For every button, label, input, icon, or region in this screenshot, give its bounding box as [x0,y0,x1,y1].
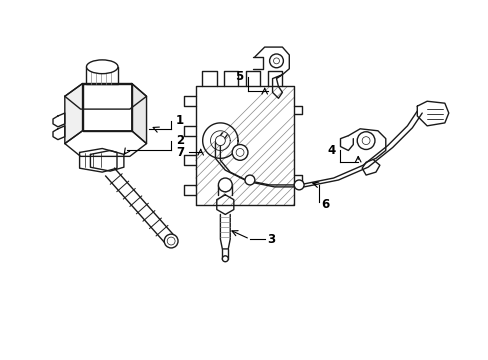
Circle shape [222,256,228,262]
Polygon shape [220,215,230,249]
Circle shape [218,178,232,192]
Polygon shape [53,126,65,140]
Polygon shape [245,71,260,86]
Polygon shape [416,101,448,126]
Polygon shape [340,136,352,150]
Circle shape [236,148,244,156]
Text: 2: 2 [176,134,184,147]
Polygon shape [267,71,282,86]
Circle shape [167,237,175,245]
Circle shape [232,145,247,160]
Polygon shape [202,71,216,86]
Circle shape [215,136,225,145]
Polygon shape [347,129,385,175]
Circle shape [294,180,304,190]
Polygon shape [80,148,117,172]
Polygon shape [65,84,146,109]
Text: 3: 3 [267,233,275,246]
Circle shape [244,175,254,185]
Polygon shape [216,195,233,215]
Polygon shape [195,86,294,204]
Circle shape [164,234,178,248]
Text: 1: 1 [176,114,184,127]
Text: 5: 5 [234,70,243,83]
Polygon shape [90,150,123,171]
Polygon shape [254,47,289,98]
Polygon shape [105,168,175,245]
Text: 6: 6 [320,198,328,211]
Polygon shape [218,185,232,195]
Polygon shape [65,84,82,144]
Polygon shape [82,84,131,131]
Circle shape [273,58,279,64]
Polygon shape [252,57,262,69]
Polygon shape [86,67,118,84]
Polygon shape [131,84,146,144]
Polygon shape [65,131,146,156]
Polygon shape [224,71,238,86]
Circle shape [357,132,374,149]
Polygon shape [53,113,65,127]
Text: 4: 4 [326,144,335,157]
Text: 7: 7 [176,146,183,159]
Circle shape [362,137,369,145]
Circle shape [269,54,283,68]
Ellipse shape [86,60,118,74]
